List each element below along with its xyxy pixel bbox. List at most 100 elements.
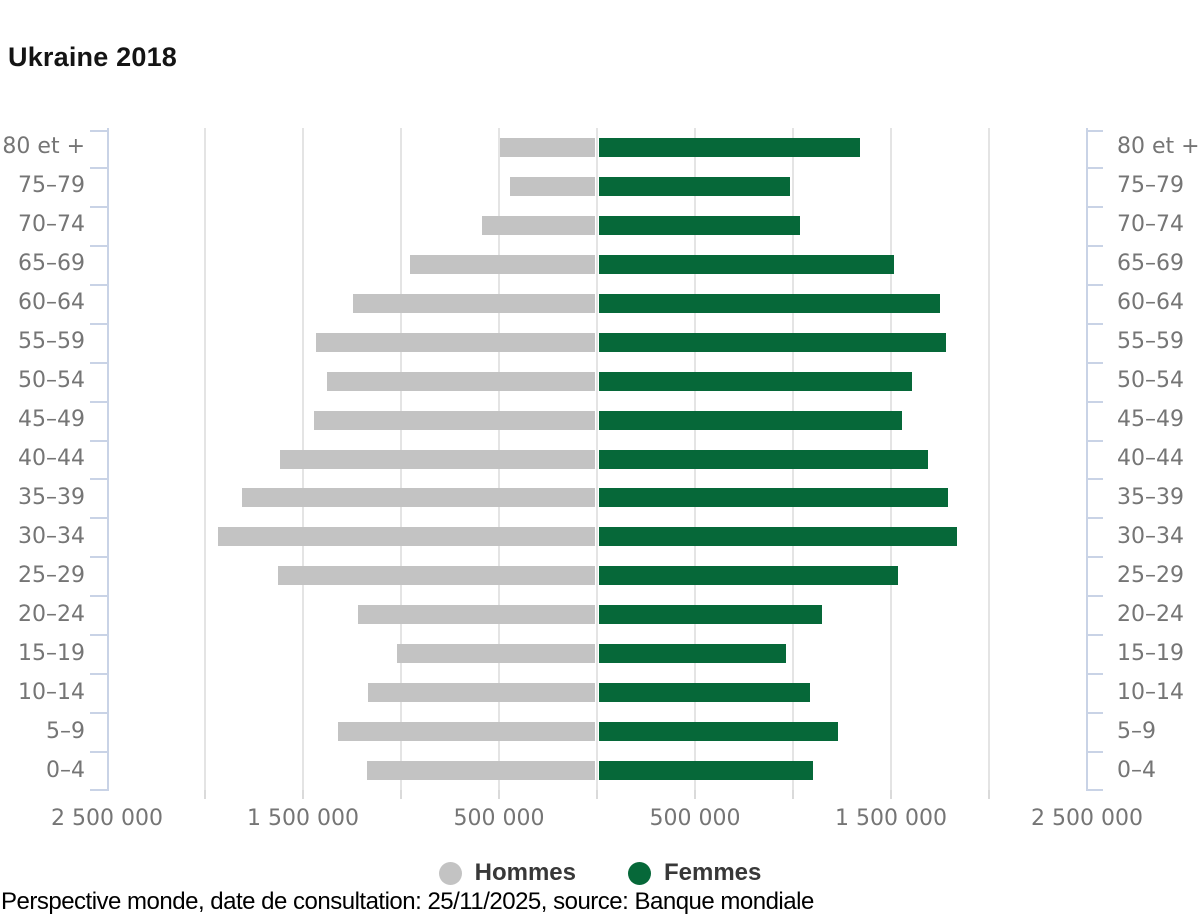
- femmes-bar[interactable]: [599, 683, 810, 702]
- left-axis-tick: [90, 440, 107, 442]
- hommes-bar[interactable]: [510, 177, 595, 196]
- left-axis-tick: [90, 167, 107, 169]
- age-label-left: 35–39: [18, 485, 85, 510]
- left-axis-tick: [90, 323, 107, 325]
- femmes-bar[interactable]: [599, 294, 940, 313]
- x-axis-tick: [694, 790, 696, 799]
- age-label-right: 5–9: [1117, 719, 1156, 744]
- femmes-bar[interactable]: [599, 527, 957, 546]
- age-label-left: 15–19: [18, 641, 85, 666]
- gridline: [988, 128, 990, 790]
- age-label-right: 20–24: [1117, 602, 1184, 627]
- hommes-bar[interactable]: [353, 294, 595, 313]
- femmes-bar[interactable]: [599, 255, 894, 274]
- age-label-left: 60–64: [18, 290, 85, 315]
- x-tick-label: 2 500 000: [1031, 806, 1143, 831]
- hommes-bar[interactable]: [368, 683, 595, 702]
- hommes-bar[interactable]: [500, 138, 595, 157]
- hommes-bar[interactable]: [338, 722, 595, 741]
- hommes-bar[interactable]: [410, 255, 595, 274]
- right-axis-tick: [1086, 401, 1103, 403]
- hommes-bar[interactable]: [280, 450, 595, 469]
- legend-item-femmes[interactable]: Femmes: [627, 859, 762, 887]
- femmes-bar[interactable]: [599, 644, 786, 663]
- legend-item-hommes[interactable]: Hommes: [438, 859, 576, 887]
- femmes-bar[interactable]: [599, 488, 948, 507]
- age-label-left: 10–14: [18, 680, 85, 705]
- chart-title: Ukraine 2018: [8, 42, 178, 72]
- age-label-right: 0–4: [1117, 758, 1156, 783]
- gridline: [596, 128, 598, 790]
- hommes-bar[interactable]: [482, 216, 595, 235]
- left-axis-tick: [90, 206, 107, 208]
- hommes-bar[interactable]: [397, 644, 595, 663]
- age-label-right: 45–49: [1117, 407, 1184, 432]
- right-axis-tick: [1086, 789, 1103, 791]
- right-axis-tick: [1086, 556, 1103, 558]
- age-label-right: 65–69: [1117, 251, 1184, 276]
- age-label-left: 30–34: [18, 524, 85, 549]
- right-axis-line: [1086, 128, 1088, 791]
- hommes-bar[interactable]: [314, 411, 595, 430]
- legend-label-hommes: Hommes: [474, 859, 576, 886]
- femmes-bar[interactable]: [599, 761, 813, 780]
- right-axis-tick: [1086, 478, 1103, 480]
- left-axis-tick: [90, 362, 107, 364]
- femmes-bar[interactable]: [599, 216, 800, 235]
- hommes-bar[interactable]: [316, 333, 595, 352]
- age-label-right: 50–54: [1117, 368, 1184, 393]
- age-label-right: 55–59: [1117, 329, 1184, 354]
- age-label-right: 30–34: [1117, 524, 1184, 549]
- left-axis-tick: [90, 556, 107, 558]
- right-axis-tick: [1086, 130, 1103, 132]
- legend: Hommes Femmes: [0, 858, 1200, 888]
- age-label-right: 70–74: [1117, 212, 1184, 237]
- age-label-left: 70–74: [18, 212, 85, 237]
- age-label-left: 65–69: [18, 251, 85, 276]
- age-label-left: 25–29: [18, 563, 85, 588]
- femmes-bar[interactable]: [599, 722, 838, 741]
- hommes-bar[interactable]: [367, 761, 595, 780]
- femmes-bar[interactable]: [599, 605, 822, 624]
- age-label-left: 50–54: [18, 368, 85, 393]
- x-tick-label: 1 500 000: [247, 806, 359, 831]
- femmes-bar[interactable]: [599, 411, 902, 430]
- femmes-bar[interactable]: [599, 372, 912, 391]
- x-tick-label: 500 000: [649, 806, 741, 831]
- right-axis-tick: [1086, 673, 1103, 675]
- right-axis-tick: [1086, 245, 1103, 247]
- right-axis-tick: [1086, 284, 1103, 286]
- hommes-bar[interactable]: [358, 605, 595, 624]
- right-axis-tick: [1086, 362, 1103, 364]
- x-axis-tick: [988, 790, 990, 799]
- left-axis-line: [107, 128, 109, 791]
- femmes-bar[interactable]: [599, 450, 928, 469]
- source-caption: Perspective monde, date de consultation:…: [1, 888, 814, 915]
- femmes-bar[interactable]: [599, 177, 790, 196]
- age-label-right: 25–29: [1117, 563, 1184, 588]
- femmes-bar[interactable]: [599, 138, 860, 157]
- femmes-bar[interactable]: [599, 333, 946, 352]
- hommes-bar[interactable]: [242, 488, 595, 507]
- left-axis-tick: [90, 478, 107, 480]
- age-label-left: 40–44: [18, 446, 85, 471]
- femmes-bar[interactable]: [599, 566, 898, 585]
- right-axis-tick: [1086, 323, 1103, 325]
- left-axis-tick: [90, 595, 107, 597]
- right-axis-tick: [1086, 595, 1103, 597]
- right-axis-tick: [1086, 712, 1103, 714]
- age-label-right: 60–64: [1117, 290, 1184, 315]
- hommes-bar[interactable]: [278, 566, 595, 585]
- left-axis-tick: [90, 712, 107, 714]
- age-label-left: 80 et +: [2, 134, 85, 159]
- right-axis-tick: [1086, 167, 1103, 169]
- hommes-bar[interactable]: [327, 372, 595, 391]
- age-label-left: 55–59: [18, 329, 85, 354]
- age-label-right: 40–44: [1117, 446, 1184, 471]
- legend-label-femmes: Femmes: [663, 859, 762, 886]
- x-tick-label: 500 000: [453, 806, 545, 831]
- x-axis-tick: [890, 790, 892, 799]
- hommes-bar[interactable]: [218, 527, 595, 546]
- x-axis-tick: [302, 790, 304, 799]
- age-label-right: 10–14: [1117, 680, 1184, 705]
